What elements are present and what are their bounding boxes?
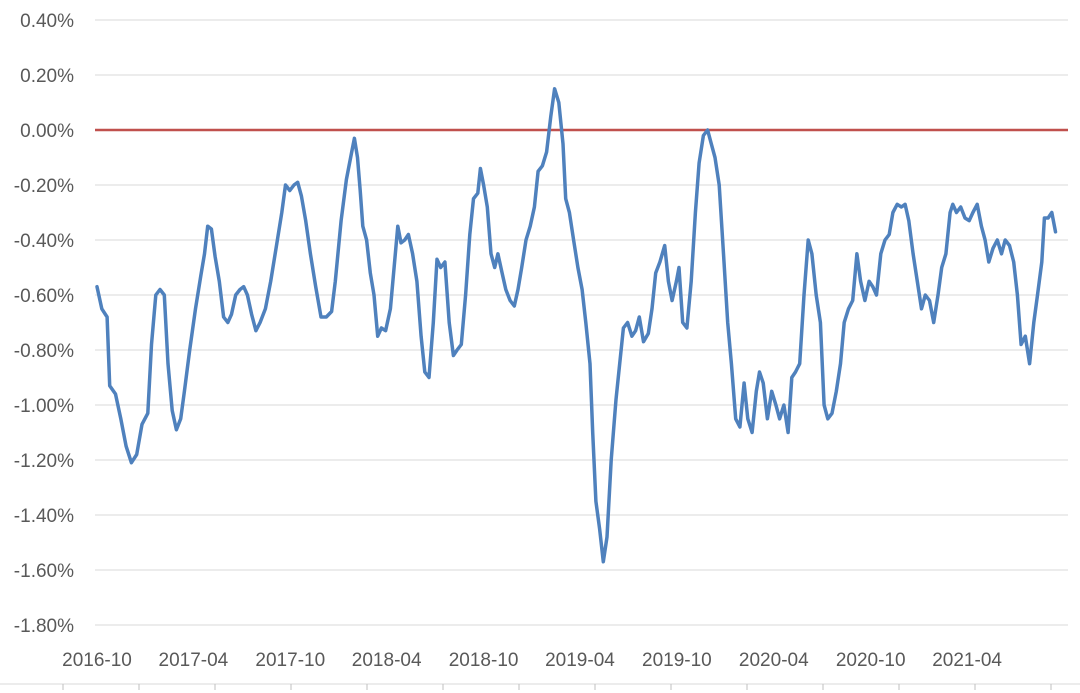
y-tick-label: -1.00% <box>14 396 74 417</box>
y-tick-label: -0.40% <box>14 231 74 252</box>
x-tick-label: 2017-04 <box>159 650 229 671</box>
y-tick-label: -1.60% <box>14 561 74 582</box>
y-axis-tick-labels: 0.40% 0.20% 0.00% -0.20% -0.40% -0.60% -0.80% -… <box>14 11 74 637</box>
x-axis <box>0 683 1080 690</box>
y-tick-label: -1.20% <box>14 451 74 472</box>
series-line <box>95 87 1058 564</box>
x-tick-label: 2020-04 <box>739 650 809 671</box>
grid-lines <box>95 19 1068 626</box>
x-tick-label: 2021-04 <box>932 650 1002 671</box>
y-tick-label: -0.80% <box>14 341 74 362</box>
x-tick-label: 2019-10 <box>642 650 712 671</box>
y-tick-label: 0.20% <box>20 66 74 87</box>
x-tick-label: 2019-04 <box>545 650 615 671</box>
x-tick-label: 2017-10 <box>255 650 325 671</box>
y-tick-label: -1.40% <box>14 506 74 527</box>
x-tick-label: 2018-04 <box>352 650 422 671</box>
x-axis-tick-labels: 2016-10 2017-04 2017-10 2018-04 2018-10 2019-… <box>62 650 1002 671</box>
y-tick-label: -1.80% <box>14 616 74 637</box>
x-tick-label: 2018-10 <box>449 650 519 671</box>
y-tick-label: 0.00% <box>20 121 74 142</box>
y-tick-label: -0.60% <box>14 286 74 307</box>
x-tick-label: 2020-10 <box>836 650 906 671</box>
x-tick-label: 2016-10 <box>62 650 132 671</box>
y-tick-label: -0.20% <box>14 176 74 197</box>
y-tick-label: 0.40% <box>20 11 74 32</box>
